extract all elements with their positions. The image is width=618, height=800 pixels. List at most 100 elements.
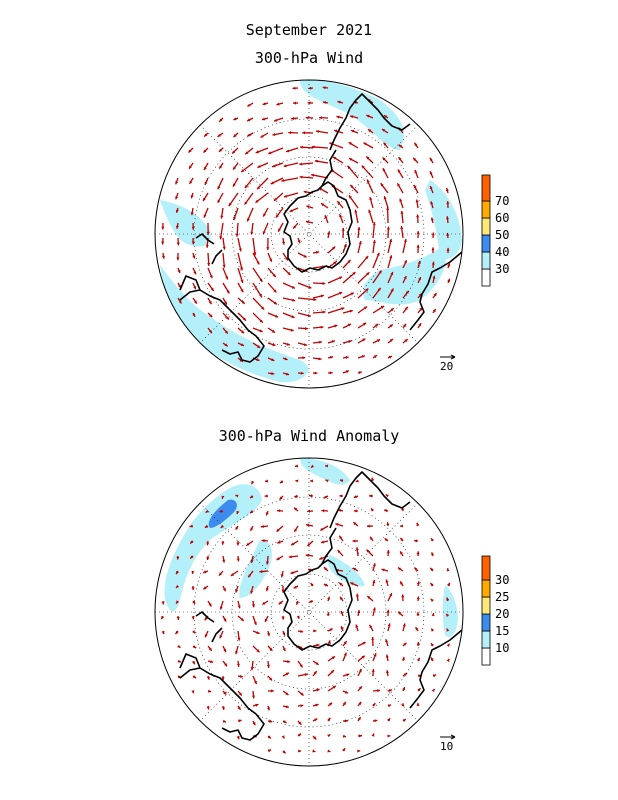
- wind-arrow-head: [194, 300, 197, 304]
- wind-arrow-head: [387, 718, 391, 722]
- wind-arrow-head: [293, 101, 296, 105]
- wind-arrow-head: [431, 613, 435, 617]
- wind-arrow-head: [403, 276, 407, 280]
- wind-arrow-head: [350, 292, 354, 296]
- wind-arrow-head: [368, 209, 372, 213]
- wind-arrow-head: [318, 357, 322, 361]
- wind-arrow-head: [235, 233, 239, 237]
- wind-arrow-head: [373, 355, 377, 359]
- wind-arrow-head: [322, 310, 326, 314]
- colorbar-1-bin-2: [481, 234, 491, 253]
- wind-arrow-head: [257, 345, 261, 348]
- wind-arrow-head: [192, 675, 197, 679]
- wind-arrow-head: [266, 247, 270, 251]
- wind-arrow-head: [238, 719, 242, 723]
- wind-arrow-head: [400, 210, 404, 214]
- wind-arrow-head: [357, 717, 361, 721]
- wind-arrow-head: [307, 543, 311, 546]
- wind-arrow-head: [446, 232, 450, 236]
- wind-arrow-head: [283, 720, 287, 723]
- wind-arrow-head: [416, 551, 420, 555]
- wind-arrow-head: [327, 596, 330, 600]
- colorbar-1-bin-1: [481, 251, 491, 270]
- wind-arrow-head: [285, 692, 289, 695]
- reference-vector-2: 10: [440, 734, 456, 753]
- coastlines: [179, 471, 463, 741]
- wind-arrow-head: [307, 314, 311, 317]
- figure-title: September 2021: [245, 21, 373, 39]
- wind-arrow-head: [283, 164, 287, 168]
- wind-arrow-head: [206, 706, 210, 710]
- wind-arrow-head: [217, 199, 221, 203]
- wind-arrow-head: [222, 588, 226, 592]
- wind-arrow-head: [291, 315, 295, 318]
- wind-arrow-head: [240, 279, 244, 283]
- wind-arrow-head: [250, 510, 254, 513]
- wind-arrow-head: [203, 586, 207, 590]
- wind-arrow-head: [222, 559, 226, 563]
- wind-arrow-head: [397, 169, 401, 173]
- south-america-coast: [321, 93, 411, 187]
- wind-arrow-head: [269, 258, 272, 262]
- wind-arrow-head: [316, 130, 320, 133]
- wind-arrow-head: [389, 239, 393, 243]
- wind-arrow-head: [446, 568, 450, 572]
- wind-arrow-head: [399, 198, 403, 202]
- wind-arrow-head: [291, 285, 295, 289]
- wind-arrow-head: [224, 343, 228, 347]
- wind-arrow-head: [414, 567, 418, 571]
- wind-arrow-head: [446, 216, 449, 220]
- wind-arrow-head: [358, 241, 362, 245]
- wind-arrow-head: [388, 355, 392, 359]
- wind-arrow-head: [267, 633, 270, 637]
- wind-arrow-head: [233, 166, 236, 170]
- wind-arrow-head: [203, 570, 207, 574]
- colorbar-2-label: 25: [495, 590, 509, 604]
- wind-arrow-head: [400, 581, 403, 585]
- wind-arrow-head: [401, 594, 405, 598]
- wind-arrow-head: [256, 631, 260, 634]
- wind-arrow-head: [241, 300, 245, 304]
- wind-arrow-head: [176, 617, 180, 620]
- wind-arrow-head: [221, 495, 225, 499]
- wind-arrow-head: [447, 263, 451, 267]
- colorbar-2-label: 15: [495, 624, 509, 638]
- wind-arrow-head: [348, 142, 352, 146]
- wind-arrow-head: [386, 550, 390, 553]
- wind-arrow-head: [383, 142, 387, 146]
- wind-arrow-head: [325, 464, 328, 468]
- wind-arrow-head: [263, 213, 266, 217]
- wind-arrow-head: [253, 252, 257, 256]
- wind-arrow-head: [281, 735, 285, 739]
- wind-arrow-head: [311, 464, 315, 468]
- wind-arrow-head: [386, 522, 390, 526]
- wind-arrow-head: [372, 607, 376, 611]
- wind-arrow-head: [204, 524, 208, 528]
- wind-arrow-head: [287, 272, 291, 275]
- wind-arrow-head: [264, 618, 268, 622]
- wind-arrow-head: [346, 673, 350, 677]
- wind-arrow-head: [219, 118, 223, 122]
- wind-arrow-head: [355, 547, 359, 551]
- wind-arrow-head: [416, 702, 420, 706]
- wind-arrow-head: [359, 734, 362, 738]
- wind-arrow-head: [269, 719, 273, 723]
- wind-arrow-head: [254, 680, 257, 685]
- wind-arrow-head: [309, 494, 312, 498]
- wind-arrow-head: [351, 129, 355, 133]
- wind-arrow-head: [210, 287, 214, 291]
- wind-arrow-head: [302, 356, 306, 360]
- lat-lon-grid: [155, 458, 463, 766]
- wind-vectors: [161, 86, 451, 376]
- wind-arrow-head: [273, 289, 277, 293]
- wind-arrow-head: [207, 263, 211, 266]
- wind-arrow-head: [276, 528, 280, 532]
- wind-arrow-head: [387, 623, 391, 627]
- wind-arrow-head: [342, 701, 346, 706]
- wind-arrow-head: [402, 623, 406, 627]
- wind-arrow-head: [161, 601, 165, 605]
- wind-arrow-head: [224, 330, 228, 334]
- wind-arrow-head: [311, 145, 315, 149]
- wind-arrow-head: [321, 540, 324, 544]
- wind-arrow-head: [350, 115, 354, 119]
